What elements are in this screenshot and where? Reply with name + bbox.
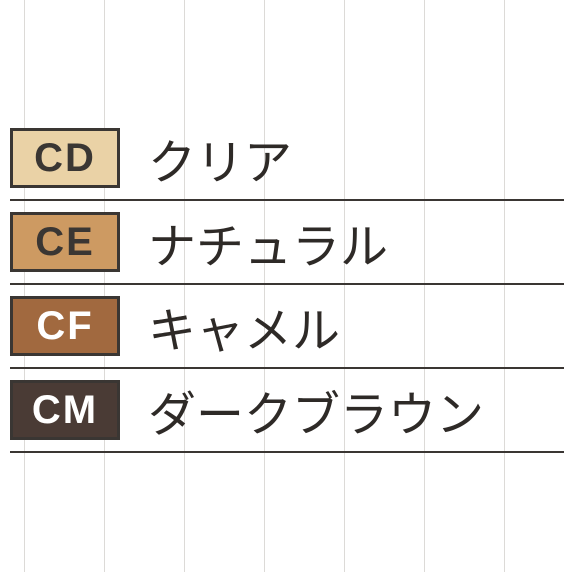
legend-row: CD クリア <box>10 116 572 200</box>
legend-row: CM ダークブラウン <box>10 368 572 452</box>
swatch-code: CE <box>35 220 95 265</box>
color-swatch: CE <box>10 212 120 272</box>
color-swatch: CF <box>10 296 120 356</box>
color-legend: CD クリア CE ナチュラル CF キャメル CM ダークブラウン <box>10 116 572 452</box>
color-swatch: CM <box>10 380 120 440</box>
swatch-label: ナチュラル <box>148 207 388 277</box>
color-swatch: CD <box>10 128 120 188</box>
legend-row: CF キャメル <box>10 284 572 368</box>
swatch-label: クリア <box>148 123 292 193</box>
swatch-label: キャメル <box>148 291 340 361</box>
swatch-code: CD <box>34 136 96 181</box>
legend-row: CE ナチュラル <box>10 200 572 284</box>
swatch-code: CF <box>36 304 93 349</box>
swatch-code: CM <box>32 388 98 433</box>
row-divider <box>10 451 564 453</box>
swatch-label: ダークブラウン <box>148 375 484 445</box>
